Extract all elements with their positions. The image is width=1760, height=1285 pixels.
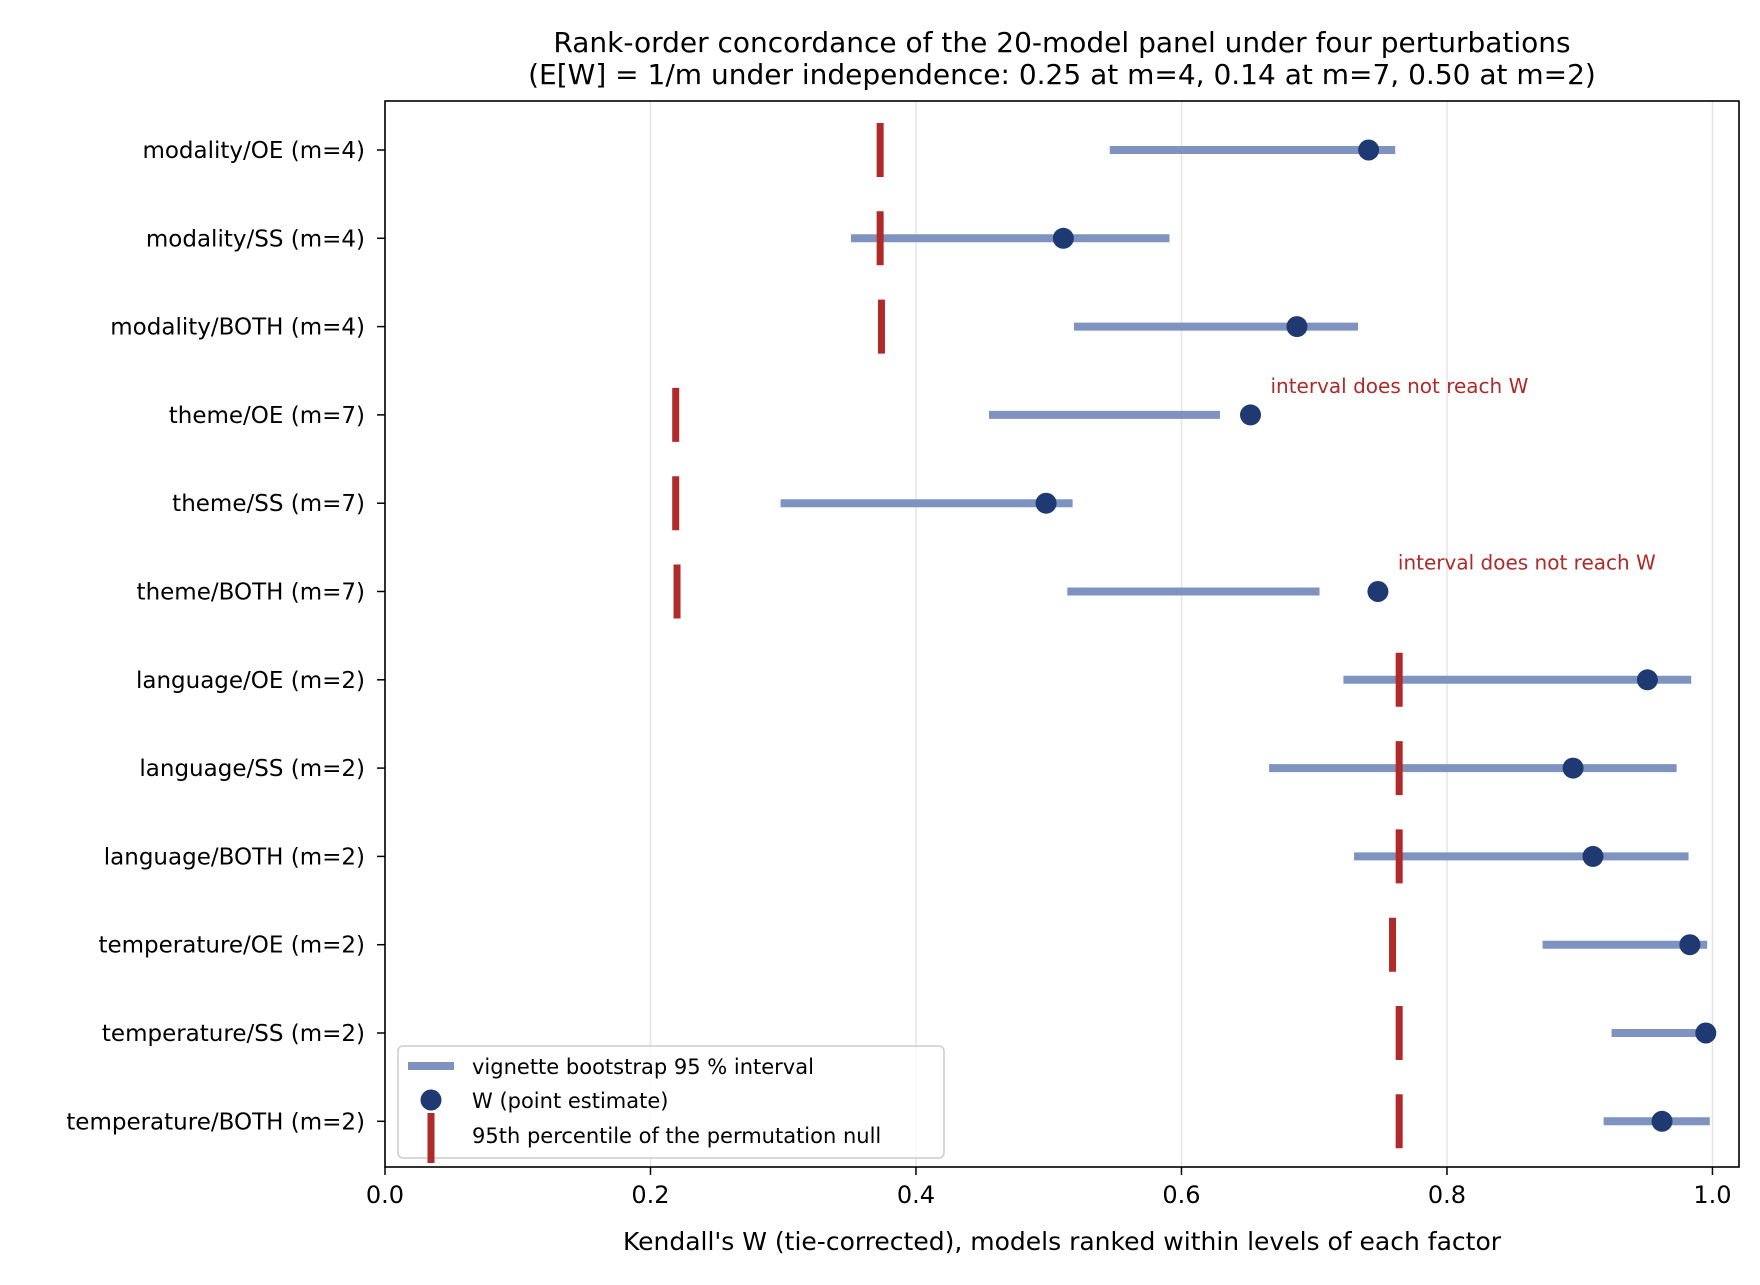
point-estimate-5 — [1367, 581, 1389, 602]
x-tick-label-2: 0.4 — [897, 1181, 935, 1209]
point-estimate-11 — [1651, 1110, 1673, 1132]
y-tick-label-1: modality/SS (m=4) — [146, 226, 365, 252]
x-tick-label-3: 0.6 — [1162, 1181, 1200, 1209]
point-estimate-1 — [1052, 227, 1074, 249]
point-estimate-7 — [1562, 757, 1584, 779]
x-tick-label-0: 0.0 — [366, 1181, 404, 1209]
point-estimate-9 — [1679, 934, 1701, 956]
y-tick-label-6: language/OE (m=2) — [136, 668, 365, 694]
chart-subtitle: (E[W] = 1/m under independence: 0.25 at … — [528, 58, 1596, 91]
point-estimate-0 — [1358, 139, 1380, 161]
legend-label-2: 95th percentile of the permutation null — [472, 1124, 881, 1148]
point-estimate-4 — [1035, 492, 1057, 514]
point-estimate-6 — [1636, 669, 1658, 691]
point-estimate-10 — [1695, 1022, 1717, 1044]
y-tick-label-2: modality/BOTH (m=4) — [110, 315, 365, 341]
legend-label-1: W (point estimate) — [472, 1089, 668, 1113]
point-estimate-2 — [1286, 316, 1308, 338]
point-estimate-3 — [1239, 404, 1261, 426]
legend-box — [397, 1045, 945, 1159]
y-tick-label-0: modality/OE (m=4) — [142, 138, 365, 164]
x-tick-label-5: 1.0 — [1693, 1181, 1731, 1209]
legend-label-0: vignette bootstrap 95 % interval — [472, 1055, 814, 1079]
y-tick-label-7: language/SS (m=2) — [139, 756, 365, 782]
y-tick-label-8: language/BOTH (m=2) — [104, 844, 365, 870]
annotation-5: interval does not reach W — [1398, 551, 1656, 575]
plot-frame — [384, 100, 1740, 1168]
y-tick-label-3: theme/OE (m=7) — [169, 403, 365, 429]
annotation-3: interval does not reach W — [1270, 374, 1528, 398]
x-tick-label-4: 0.8 — [1428, 1181, 1466, 1209]
legend-point-swatch — [420, 1089, 442, 1111]
y-tick-label-4: theme/SS (m=7) — [172, 491, 365, 517]
point-estimate-8 — [1582, 845, 1604, 867]
chart-title: Rank-order concordance of the 20-model p… — [553, 26, 1570, 59]
y-tick-label-9: temperature/OE (m=2) — [98, 933, 365, 959]
y-tick-label-5: theme/BOTH (m=7) — [137, 580, 365, 606]
y-tick-label-10: temperature/SS (m=2) — [102, 1021, 365, 1047]
y-tick-label-11: temperature/BOTH (m=2) — [66, 1109, 365, 1135]
x-tick-label-1: 0.2 — [631, 1181, 669, 1209]
x-axis-label: Kendall's W (tie-corrected), models rank… — [623, 1227, 1502, 1256]
